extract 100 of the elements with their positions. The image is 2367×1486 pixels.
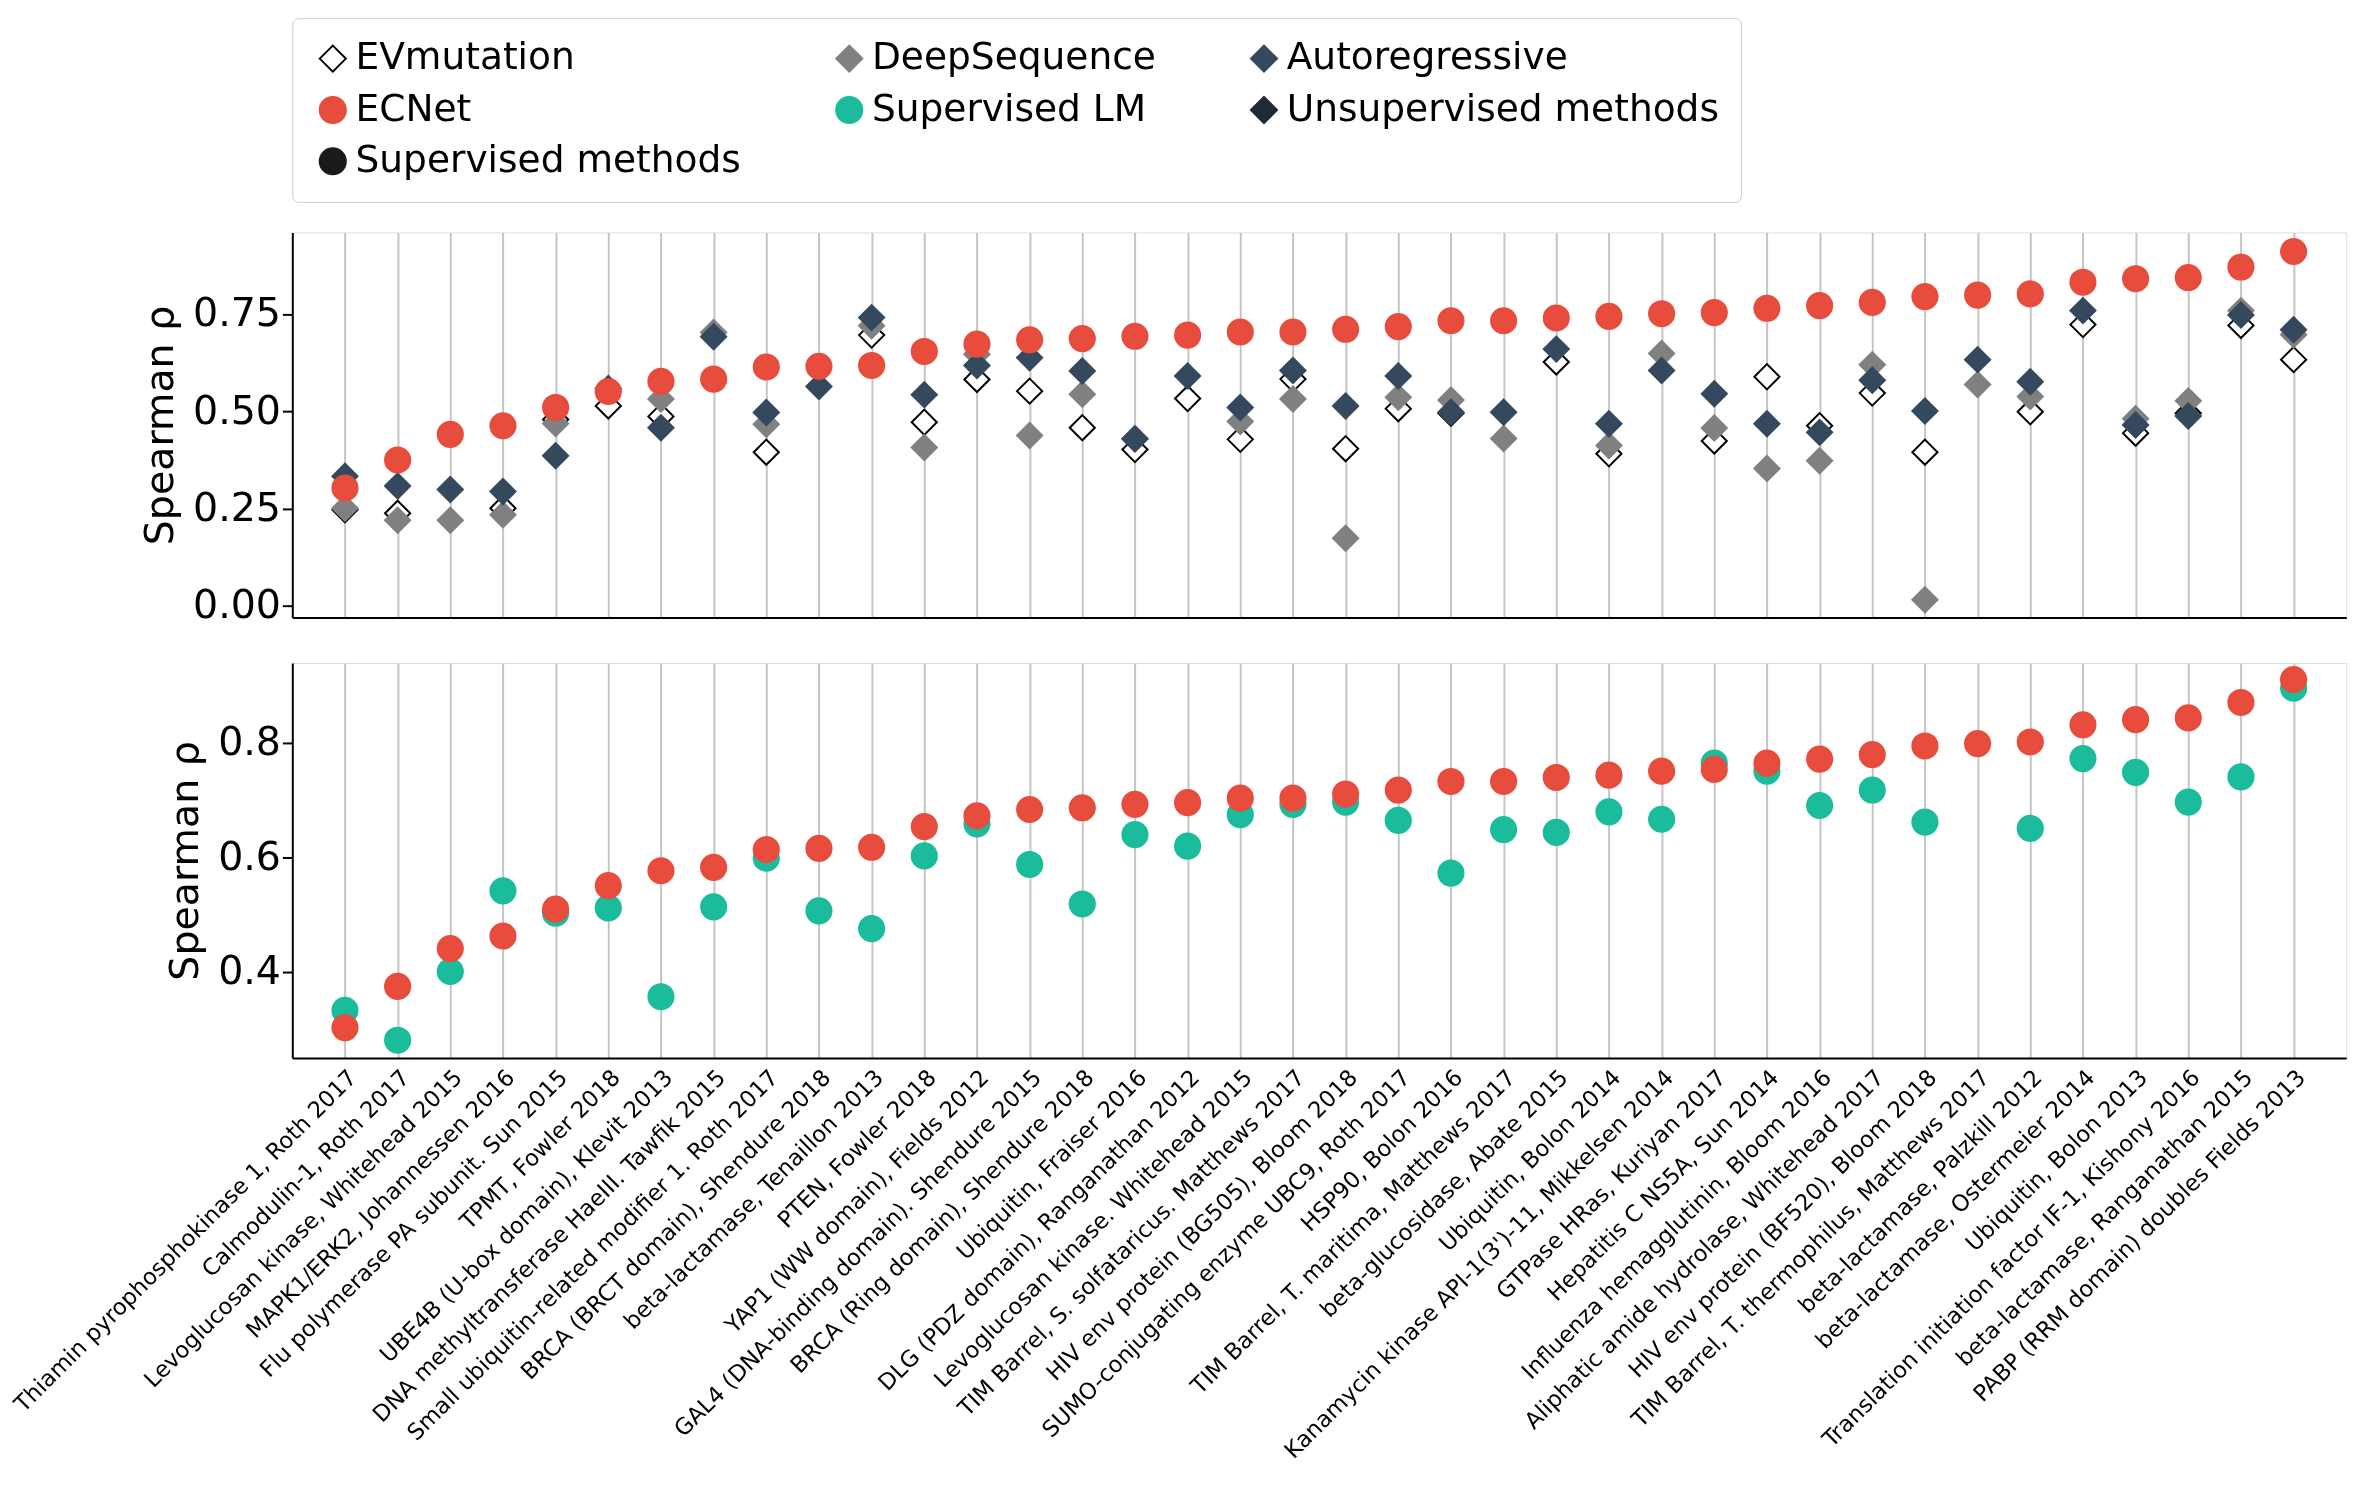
point: [1121, 322, 1149, 350]
point: [1174, 362, 1202, 390]
point: [1964, 281, 1992, 309]
legend-label: DeepSequence: [871, 34, 1156, 79]
point: [910, 337, 938, 366]
point: [910, 408, 938, 436]
point: [1595, 432, 1623, 460]
point: [1068, 794, 1096, 822]
point: [331, 474, 359, 502]
point: [2122, 758, 2150, 786]
point: [805, 897, 833, 925]
point: [1964, 730, 1992, 758]
y-tick-label: 0.75: [193, 289, 281, 336]
point: [1753, 363, 1781, 391]
point: [436, 506, 464, 534]
point: [1437, 859, 1465, 887]
point: [1437, 767, 1465, 796]
point: [2122, 411, 2150, 439]
point: [1858, 741, 1886, 769]
point: [1648, 300, 1676, 328]
point: [752, 353, 780, 381]
point: [805, 352, 833, 380]
point: [858, 915, 886, 943]
point: [1911, 283, 1939, 311]
point: [1016, 377, 1044, 405]
point: [1595, 761, 1623, 789]
point: [1490, 815, 1518, 844]
point: [1648, 356, 1676, 385]
point: [1700, 380, 1728, 408]
point: [384, 472, 412, 500]
point: [1595, 302, 1623, 330]
point: [436, 935, 464, 963]
y-axis-title: Spearman ρ: [161, 741, 208, 981]
point: [1332, 780, 1360, 808]
point: [752, 398, 780, 427]
legend-label: Unsupervised methods: [1286, 85, 1719, 130]
point: [1279, 356, 1307, 385]
point: [700, 365, 728, 393]
point: [1226, 318, 1254, 346]
point: [2227, 763, 2255, 791]
point: [1068, 380, 1096, 408]
point: [1384, 806, 1412, 834]
point: [2122, 265, 2150, 293]
point: [1279, 784, 1307, 812]
point: [1806, 745, 1834, 773]
point: [1016, 421, 1044, 450]
point: [489, 877, 517, 905]
point: [1542, 335, 1570, 363]
point: [1700, 299, 1728, 327]
point: [542, 442, 570, 470]
point: [436, 957, 464, 986]
point: [1700, 755, 1728, 783]
point: [910, 433, 938, 462]
point: [489, 412, 517, 440]
point: [1753, 294, 1781, 322]
point: [1174, 789, 1202, 817]
point: [2069, 745, 2097, 773]
y-tick-label: 0.25: [193, 483, 281, 530]
point: [858, 351, 886, 380]
point: [542, 393, 570, 422]
point: [805, 834, 833, 862]
point: [2227, 253, 2255, 281]
point: [1490, 398, 1518, 426]
point: [1490, 425, 1518, 453]
point: [489, 501, 517, 529]
point: [1490, 767, 1518, 796]
point: [384, 972, 412, 1000]
point: [331, 1014, 359, 1042]
point: [2280, 666, 2308, 694]
point: [910, 813, 938, 841]
point: [489, 922, 517, 950]
point: [647, 414, 675, 442]
point: [1648, 757, 1676, 785]
point: [1226, 393, 1254, 422]
point: [594, 872, 622, 900]
y-tick-label: 0.00: [193, 581, 281, 628]
point: [1964, 370, 1992, 399]
point: [2069, 297, 2097, 325]
point: [594, 894, 622, 922]
point: [1174, 321, 1202, 349]
point: [1068, 414, 1096, 442]
point: [1121, 821, 1149, 849]
point: [1384, 776, 1412, 804]
point: [910, 842, 938, 870]
point: [1806, 791, 1834, 820]
point: [384, 506, 412, 534]
point: [1279, 318, 1307, 346]
legend-label: Autoregressive: [1286, 34, 1568, 79]
point: [1753, 749, 1781, 777]
point: [700, 853, 728, 881]
point: [1753, 410, 1781, 438]
point: [1911, 438, 1939, 466]
point: [2016, 814, 2044, 842]
y-tick-label: 0.4: [218, 947, 281, 994]
point: [1174, 832, 1202, 860]
point: [1332, 524, 1360, 552]
point: [1490, 307, 1518, 335]
legend-label: EVmutation: [355, 34, 575, 79]
point: [1384, 313, 1412, 341]
point: [436, 420, 464, 448]
